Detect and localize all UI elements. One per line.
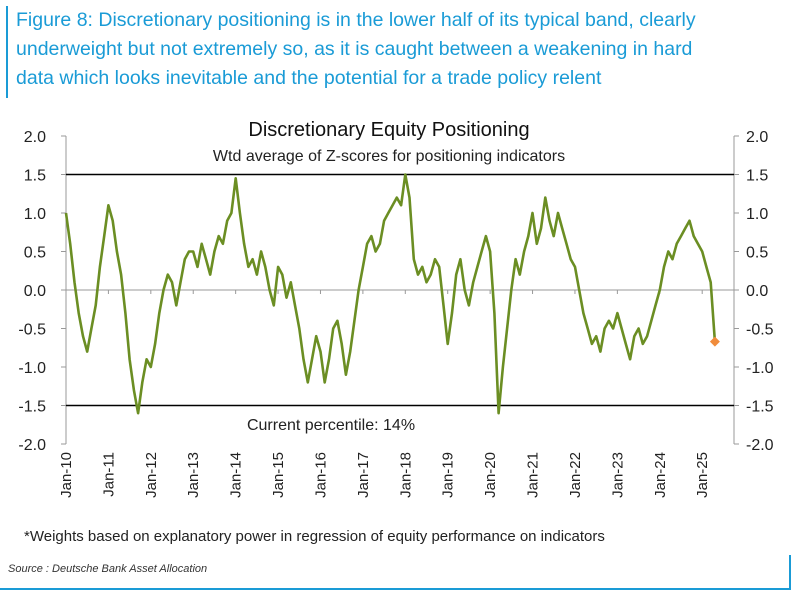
y-tick-label-left: 0.0: [24, 283, 46, 300]
y-tick-label-right: -1.0: [746, 360, 774, 377]
x-tick-label: Jan-23: [609, 452, 626, 498]
y-tick-label-right: 0.5: [746, 245, 768, 262]
y-tick-label-left: 2.0: [24, 129, 46, 146]
y-tick-label-left: -0.5: [18, 322, 46, 339]
reference-lines: [66, 173, 734, 407]
y-tick-label-left: 1.5: [24, 168, 46, 185]
x-tick-label: Jan-16: [312, 452, 329, 498]
y-tick-label-right: 1.0: [746, 206, 768, 223]
caption-line-2: underweight but not extremely so, as it …: [16, 38, 693, 60]
y-tick-label-left: 0.5: [24, 245, 46, 262]
positioning-chart: Discretionary Equity Positioning Wtd ave…: [18, 119, 773, 498]
x-tick-label: Jan-13: [185, 452, 202, 498]
x-tick-label: Jan-24: [652, 452, 669, 498]
x-tick-label: Jan-10: [58, 452, 75, 498]
footnote: *Weights based on explanatory power in r…: [24, 528, 605, 545]
x-tick-label: Jan-21: [525, 452, 542, 498]
caption-line-1: Figure 8: Discretionary positioning is i…: [16, 9, 696, 31]
axes: [61, 135, 739, 445]
y-tick-label-left: 1.0: [24, 206, 46, 223]
x-tick-label: Jan-17: [355, 452, 372, 498]
current-value-marker: [709, 336, 720, 347]
right-divider: [789, 555, 791, 590]
y-tick-label-right: 0.0: [746, 283, 768, 300]
y-tick-label-left: -1.0: [18, 360, 46, 377]
tick-labels: 2.0 2.0 1.5 1.5 1.0 1.0 0.5 0.5 0.0 0.0 -0.5 -0.5 -1…: [18, 129, 773, 498]
y-tick-label-left: -1.5: [18, 399, 46, 416]
y-tick-label-right: -1.5: [746, 399, 774, 416]
x-tick-label: Jan-20: [482, 452, 499, 498]
bottom-divider: [0, 588, 790, 590]
y-tick-label-right: 1.5: [746, 168, 768, 185]
x-tick-label: Jan-11: [100, 452, 117, 497]
x-tick-label: Jan-18: [397, 452, 414, 498]
y-tick-label-left: -2.0: [18, 437, 46, 454]
chart-area: Discretionary Equity Positioning Wtd ave…: [0, 108, 798, 528]
source-note: Source : Deutsche Bank Asset Allocation: [8, 563, 208, 575]
x-tick-label: Jan-15: [270, 452, 287, 498]
chart-subtitle: Wtd average of Z-scores for positioning …: [213, 148, 565, 165]
positioning-series-line: [64, 173, 717, 415]
series-group: [64, 173, 720, 415]
figure-caption: Figure 8: Discretionary positioning is i…: [6, 6, 796, 98]
x-tick-label: Jan-14: [228, 452, 245, 498]
caption-line-3: data which looks inevitable and the pote…: [16, 67, 602, 89]
y-tick-label-right: -0.5: [746, 322, 774, 339]
x-tick-label: Jan-19: [440, 452, 457, 498]
y-tick-label-right: -2.0: [746, 437, 774, 454]
x-tick-label: Jan-12: [143, 452, 160, 498]
current-percentile-annotation: Current percentile: 14%: [247, 417, 415, 434]
chart-title: Discretionary Equity Positioning: [248, 119, 529, 141]
x-tick-label: Jan-22: [567, 452, 584, 498]
x-tick-label: Jan-25: [694, 452, 711, 498]
y-tick-label-right: 2.0: [746, 129, 768, 146]
